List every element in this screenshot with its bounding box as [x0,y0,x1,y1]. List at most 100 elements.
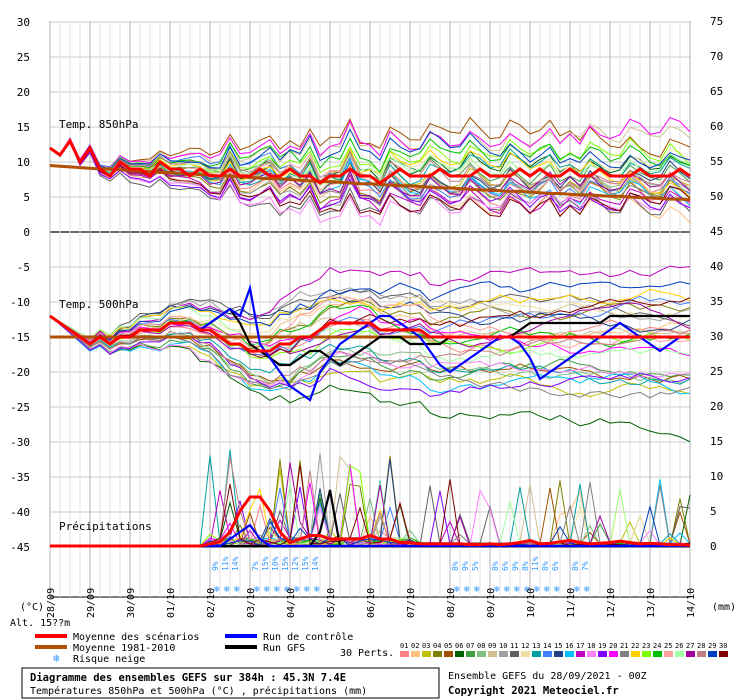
perturbation-swatch [400,651,409,657]
perturbation-swatch [664,651,673,657]
perturbation-swatch [433,651,442,657]
snowflake-icon: ❄ [274,585,280,595]
x-tick-label: 04/10 [286,588,297,618]
right-axis-unit: (mm) [712,602,736,613]
right-tick-label: 25 [710,365,723,378]
snowflake-icon: ❄ [504,585,510,595]
left-tick-label: 20 [17,86,30,99]
x-axis-ticks: 28/09 29/09 30/09 01/10 02/10 03/10 04/10 05/10… [46,588,697,618]
x-tick-label: 30/09 [126,588,137,618]
left-tick-label: -40 [10,506,30,519]
perturbation-line-500 [49,296,691,341]
snow-risk-label: 10% [271,556,280,571]
perturbation-number: 23 [642,642,650,650]
perturbation-number: 03 [422,642,430,650]
perturbation-swatch [587,651,596,657]
snowflake-icon: ❄ [534,585,540,595]
right-tick-label: 40 [710,260,723,273]
snowflake-icon: ❄ [494,585,500,595]
left-tick-label: -25 [10,401,30,414]
right-tick-label: 10 [710,470,723,483]
left-tick-label: -15 [10,331,30,344]
left-tick-label: -45 [10,541,30,554]
left-tick-label: -10 [10,296,30,309]
perturbation-line-500 [49,281,691,344]
right-tick-label: 45 [710,225,723,238]
snowflake-icon: ❄ [544,585,550,595]
right-tick-label: 35 [710,295,723,308]
snow-risk-label: 6% [501,561,510,571]
footer-copyright: Copyright 2021 Meteociel.fr [448,685,619,697]
perturbation-swatch [510,651,519,657]
right-tick-label: 20 [710,400,723,413]
perturbation-number: 10 [499,642,507,650]
snow-risk-label: 8% [451,561,460,571]
perturbation-number: 08 [477,642,485,650]
snowflake-icon: ❄ [294,585,300,595]
snow-risk-label: 7% [581,561,590,571]
snowflake-icon: ❄ [574,585,580,595]
snowflake-icon: ❄ [314,585,320,595]
left-tick-label: 15 [17,121,30,134]
right-tick-label: 65 [710,85,723,98]
panel-label-precip: Précipitations [59,520,152,533]
snow-risk-label: 14% [311,556,320,571]
x-tick-label: 14/10 [686,588,697,618]
snowflake-icon: ❄ [264,585,270,595]
perturbation-number: 04 [433,642,441,650]
perturbation-swatch [620,651,629,657]
footer-title: Diagramme des ensembles GEFS sur 384h : … [30,672,346,684]
x-tick-label: 09/10 [486,588,497,618]
snow-risk-label: 8% [521,561,530,571]
snow-risk-label: 8% [491,561,500,571]
perturbation-swatch [422,651,431,657]
main-series-lines [49,138,691,548]
perturbation-line-850 [49,128,691,170]
perturbation-line-850 [49,116,691,169]
snowflake-icon: ❄ [284,585,290,595]
perturbation-swatch [532,651,541,657]
perturbation-line-500 [49,315,691,397]
perturbation-swatch [565,651,574,657]
left-tick-label: 0 [23,226,30,239]
perturbation-number: 30 [719,642,727,650]
panel-label-500: Temp. 500hPa [59,298,138,311]
perturbation-number: 12 [521,642,529,650]
perturbation-number: 11 [510,642,518,650]
right-tick-label: 15 [710,435,723,448]
perturbation-number: 13 [532,642,540,650]
perturbation-line-500 [49,299,691,350]
perturbation-number: 26 [675,642,683,650]
perturbation-line-850 [49,140,691,213]
snowflake-icon: ❄ [254,585,260,595]
perturbation-number: 25 [664,642,672,650]
x-tick-label: 03/10 [246,588,257,618]
footer-subtitle: Températures 850hPa et 500hPa (°C) , pré… [30,685,367,697]
x-tick-label: 29/09 [86,588,97,618]
x-tick-label: 10/10 [526,588,537,618]
legend-snow-label: Risque neige [73,654,145,665]
snow-risk-label: 12% [291,556,300,571]
x-tick-label: 28/09 [46,588,57,618]
series-line-precip [50,495,691,548]
snowflake-icon: ❄ [464,585,470,595]
perturbation-number: 28 [697,642,705,650]
perturbation-number: 19 [598,642,606,650]
panel-label-850: Temp. 850hPa [59,118,138,131]
perturbation-line-500 [49,315,691,395]
perturbation-line-500 [49,315,691,385]
perturbation-number: 16 [565,642,573,650]
snow-risk-label: 14% [231,556,240,571]
perturbation-swatch [642,651,651,657]
right-tick-label: 70 [710,50,723,63]
snow-risk-label: 8% [571,561,580,571]
legend-control-label: Run de contrôle [263,631,353,643]
footer-box [21,667,440,699]
right-tick-label: 30 [710,330,723,343]
right-tick-label: 50 [710,190,723,203]
left-tick-label: 30 [17,16,30,29]
perturbation-number: 27 [686,642,694,650]
snow-risk-label: 15% [301,556,310,571]
